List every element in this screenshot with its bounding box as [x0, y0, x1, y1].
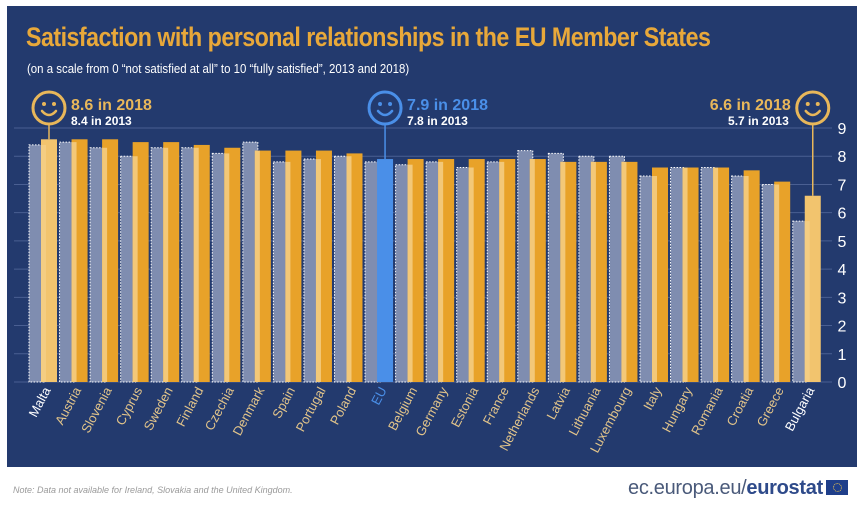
- x-tick-label: Croatia: [723, 384, 756, 429]
- smiley-eye: [388, 102, 393, 106]
- chart-title: Satisfaction with personal relationships…: [26, 22, 711, 52]
- smiley-mouth: [40, 109, 58, 117]
- bars: [28, 139, 821, 383]
- y-tick-label: 6: [838, 206, 847, 223]
- x-tick-label: Bulgaria: [782, 384, 818, 434]
- x-tick-label: France: [480, 384, 512, 427]
- callout-value-2018: 6.6 in 2018: [710, 97, 791, 114]
- bar-overlap: [621, 161, 627, 382]
- site-brand: eurostat: [746, 477, 823, 499]
- y-tick-label: 7: [838, 177, 847, 194]
- x-tick-label: Italy: [640, 384, 665, 413]
- x-tick-label: Portugal: [293, 384, 329, 434]
- callout-value-2018: 8.6 in 2018: [71, 97, 152, 114]
- y-tick-label: 3: [838, 290, 847, 307]
- bar-overlap: [804, 221, 810, 382]
- bar-2013: [792, 220, 809, 383]
- y-tick-label: 2: [838, 319, 847, 336]
- bar-overlap: [713, 167, 719, 382]
- eurostat-link[interactable]: ec.europa.eu/eurostat: [628, 477, 848, 500]
- bar-overlap: [499, 161, 505, 382]
- bar-overlap: [590, 161, 596, 382]
- x-tick-label: Finland: [173, 384, 206, 429]
- bar-overlap: [346, 156, 352, 382]
- x-tick-label: EU: [368, 384, 390, 407]
- bar-chart: 0 1 2 3 4 5 6 7 8 9 MaltaAustriaSloveniaCyprusSwe…: [14, 90, 847, 456]
- bar-2013: [364, 161, 381, 383]
- bar-2013: [120, 155, 137, 383]
- bar-overlap: [224, 153, 230, 382]
- x-tick-label: Estonia: [448, 384, 482, 430]
- smiley-eye: [805, 102, 810, 106]
- bar-2013: [578, 155, 595, 383]
- callout-value-2013: 8.4 in 2013: [71, 114, 132, 128]
- bar-overlap: [468, 167, 474, 382]
- x-tick-label: Sweden: [141, 384, 176, 433]
- bar-overlap: [438, 161, 444, 382]
- footnote: Note: Data not available for Ireland, Sl…: [13, 485, 293, 495]
- x-tick-label: Poland: [327, 384, 359, 427]
- bar-overlap: [193, 147, 199, 382]
- bar-2013: [700, 167, 717, 383]
- smiley-eye: [815, 102, 820, 106]
- smiley-icon: [31, 90, 67, 126]
- callout-value-2013: 7.8 in 2013: [407, 114, 468, 128]
- bar-overlap: [774, 184, 780, 382]
- bar-2013: [670, 167, 687, 383]
- x-axis-labels: MaltaAustriaSloveniaCyprusSwedenFinlandC…: [25, 384, 817, 456]
- smiley-eye: [42, 102, 46, 106]
- bar-overlap: [529, 159, 535, 382]
- callout-value-2018: 7.9 in 2018: [407, 97, 488, 114]
- y-axis-ticks: 0 1 2 3 4 5 6 7 8 9: [838, 121, 847, 392]
- callout-value-2013: 5.7 in 2013: [728, 114, 789, 128]
- x-tick-label: Greece: [754, 384, 787, 429]
- y-tick-label: 1: [838, 347, 847, 364]
- bar-overlap: [254, 150, 260, 382]
- bar-overlap: [560, 161, 566, 382]
- x-tick-label: Cyprus: [113, 384, 146, 428]
- bar-2013: [608, 155, 625, 383]
- bar-overlap: [743, 175, 749, 382]
- bar-overlap: [163, 147, 169, 382]
- x-tick-label: Spain: [269, 384, 298, 420]
- y-tick-label: 0: [838, 375, 847, 392]
- bar-overlap: [102, 147, 108, 382]
- site-prefix: ec.europa.eu/: [628, 477, 747, 499]
- bar-2013: [59, 141, 76, 383]
- smiley-icon: [795, 90, 831, 126]
- y-tick-label: 8: [838, 149, 847, 166]
- y-tick-label: 5: [838, 234, 847, 251]
- y-tick-label: 4: [838, 262, 847, 279]
- x-tick-label: Austria: [52, 384, 85, 427]
- bar-overlap: [132, 156, 138, 382]
- y-tick-label: 9: [838, 121, 847, 138]
- bar-2013: [242, 141, 259, 383]
- bar-overlap: [682, 167, 688, 382]
- bar-2013: [456, 167, 473, 383]
- bar-2013: [28, 144, 45, 383]
- bar-2018: [377, 159, 394, 382]
- bar-overlap: [407, 164, 413, 382]
- bar-overlap: [652, 175, 657, 382]
- bar-overlap: [315, 159, 321, 382]
- bar-2013: [272, 161, 289, 383]
- eu-flag-icon: [825, 480, 848, 495]
- bar-2013: [486, 161, 503, 383]
- smiley-mouth: [804, 109, 821, 117]
- x-tick-label: Latvia: [543, 384, 573, 422]
- bar-2013: [425, 161, 442, 383]
- smiley-eye: [52, 102, 56, 106]
- bar-2013: [761, 183, 778, 383]
- bar-overlap: [285, 161, 291, 382]
- bar-2013: [334, 155, 350, 383]
- x-tick-label: Malta: [25, 384, 54, 420]
- smiley-icon: [367, 90, 403, 126]
- smiley-eye: [378, 102, 383, 106]
- chart-subtitle: (on a scale from 0 “not satisfied at all…: [27, 61, 410, 76]
- smiley-mouth: [376, 109, 394, 117]
- bar-2013: [517, 150, 534, 383]
- bar-overlap: [41, 144, 46, 382]
- bar-overlap: [71, 142, 77, 382]
